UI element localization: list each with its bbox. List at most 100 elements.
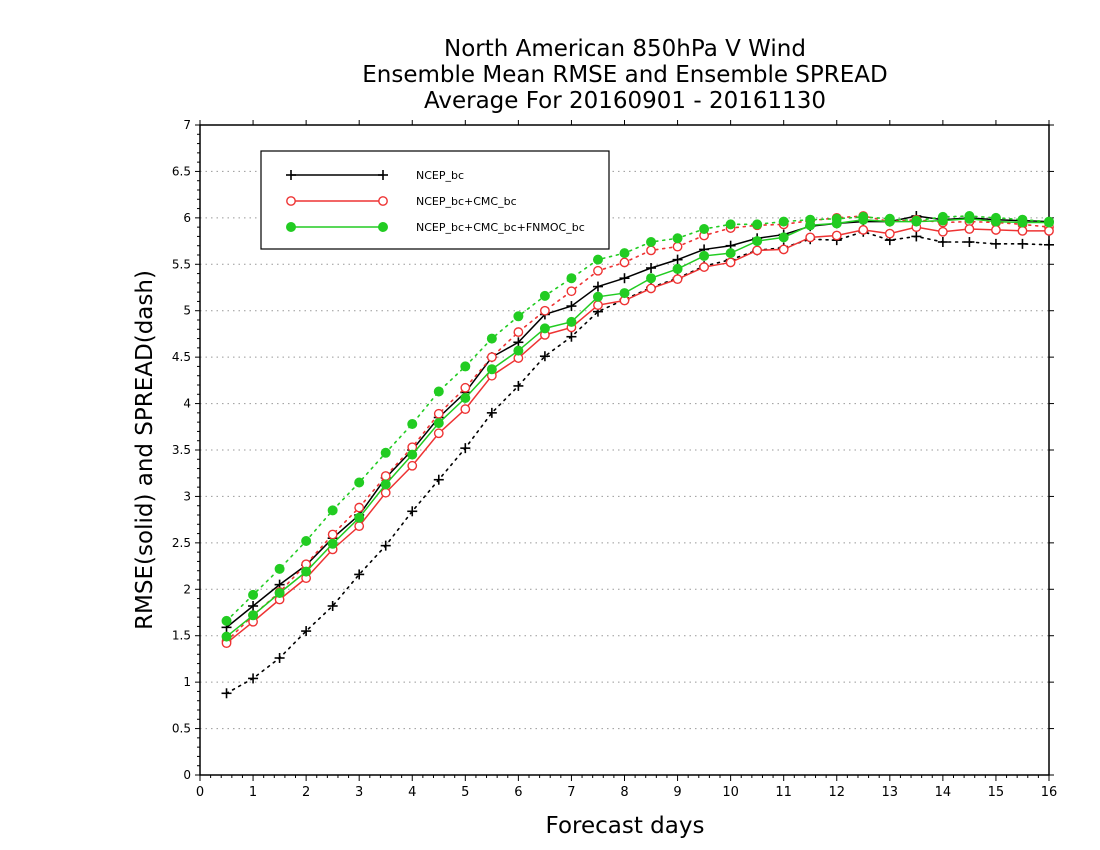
filled-circle-marker xyxy=(327,538,338,549)
filled-circle-marker xyxy=(274,563,285,574)
open-circle-marker xyxy=(486,352,497,363)
y-tick-label: 2 xyxy=(183,582,191,596)
filled-circle-marker xyxy=(327,505,338,516)
filled-circle-marker xyxy=(672,263,683,274)
y-tick-label: 2.5 xyxy=(172,536,191,550)
open-circle-marker xyxy=(380,487,391,498)
plus-marker xyxy=(672,254,683,265)
x-tick-label: 9 xyxy=(673,785,681,800)
legend-label: NCEP_bc+CMC_bc+FNMOC_bc xyxy=(416,221,585,234)
series-1 xyxy=(221,211,1054,649)
filled-circle-marker xyxy=(778,232,789,243)
filled-circle-marker xyxy=(937,215,948,226)
legend: NCEP_bc NCEP_bc+CMC_bc NCEP_bc+CMC_bc+FNMO… xyxy=(260,150,610,250)
open-circle-marker xyxy=(407,460,418,471)
open-circle-marker xyxy=(884,228,895,239)
filled-circle-marker xyxy=(592,291,603,302)
filled-circle-marker xyxy=(884,216,895,227)
y-tick-label: 4 xyxy=(183,397,191,411)
filled-circle-marker xyxy=(286,222,296,232)
filled-circle-marker xyxy=(699,224,710,234)
filled-circle-marker xyxy=(354,477,365,488)
open-circle-marker xyxy=(566,286,577,297)
x-tick-label: 0 xyxy=(196,785,204,800)
open-circle-marker xyxy=(672,241,683,252)
open-circle-marker xyxy=(286,196,296,206)
plus-marker xyxy=(486,407,497,418)
plus-marker xyxy=(380,540,391,551)
open-circle-marker xyxy=(593,265,603,276)
filled-circle-marker xyxy=(778,216,789,227)
filled-circle-marker xyxy=(378,222,388,232)
x-tick-label: 3 xyxy=(355,785,363,800)
x-axis-label: Forecast days xyxy=(546,813,705,839)
plus-marker xyxy=(378,170,388,180)
rmse-line xyxy=(226,226,1049,644)
x-tick-label: 13 xyxy=(882,785,899,800)
legend-label: NCEP_bc xyxy=(416,169,464,182)
filled-circle-marker xyxy=(1017,217,1028,228)
x-tick-label: 6 xyxy=(514,785,522,800)
plus-marker xyxy=(566,331,577,342)
filled-circle-marker xyxy=(221,631,232,642)
plus-marker xyxy=(407,506,418,517)
legend-entry-2: NCEP_bc+CMC_bc+FNMOC_bc xyxy=(286,221,585,234)
open-circle-marker xyxy=(513,327,524,337)
open-circle-marker xyxy=(725,257,736,268)
open-circle-marker xyxy=(354,521,365,532)
plus-marker xyxy=(539,351,550,362)
filled-circle-marker xyxy=(672,233,683,244)
y-tick-label: 7 xyxy=(183,118,191,132)
x-tick-label: 15 xyxy=(988,785,1005,800)
filled-circle-marker xyxy=(539,323,550,334)
filled-circle-marker xyxy=(513,345,524,356)
plus-marker xyxy=(354,569,365,580)
plus-marker xyxy=(1044,239,1054,250)
filled-circle-marker xyxy=(911,216,922,227)
filled-circle-marker xyxy=(380,479,391,490)
series-2 xyxy=(221,211,1054,642)
plus-marker xyxy=(1017,238,1028,249)
filled-circle-marker xyxy=(725,248,736,259)
open-circle-marker xyxy=(327,529,338,540)
filled-circle-marker xyxy=(486,364,497,375)
filled-circle-marker xyxy=(539,290,550,301)
open-circle-marker xyxy=(433,408,444,419)
open-circle-marker xyxy=(991,225,1001,235)
filled-circle-marker xyxy=(592,254,603,265)
legend-entry-0: NCEP_bc xyxy=(286,169,464,182)
filled-circle-marker xyxy=(858,214,869,225)
filled-circle-marker xyxy=(752,219,763,230)
plus-marker xyxy=(964,237,975,247)
filled-circle-marker xyxy=(964,213,975,224)
y-tick-label: 1 xyxy=(183,675,191,689)
open-circle-marker xyxy=(378,196,388,206)
filled-circle-marker xyxy=(354,512,365,523)
open-circle-marker xyxy=(354,502,365,513)
filled-circle-marker xyxy=(301,566,312,577)
filled-circle-marker xyxy=(301,536,312,546)
plus-marker xyxy=(248,673,259,684)
open-circle-marker xyxy=(646,245,656,256)
rmse-line xyxy=(226,218,1049,638)
filled-circle-marker xyxy=(619,288,630,299)
y-tick-label: 1.5 xyxy=(172,629,191,643)
open-circle-marker xyxy=(805,232,816,243)
filled-circle-marker xyxy=(566,316,577,327)
filled-circle-marker xyxy=(433,418,444,429)
filled-circle-marker xyxy=(274,588,285,598)
x-tick-label: 4 xyxy=(408,785,416,800)
plus-marker xyxy=(460,443,471,454)
open-circle-marker xyxy=(646,283,656,294)
open-circle-marker xyxy=(831,230,842,241)
open-circle-marker xyxy=(752,245,763,256)
plus-marker xyxy=(566,301,577,312)
filled-circle-marker xyxy=(831,218,842,229)
y-tick-label: 0 xyxy=(183,768,191,782)
y-tick-label: 0.5 xyxy=(172,722,191,736)
filled-circle-marker xyxy=(433,386,444,397)
plus-marker xyxy=(911,231,922,242)
x-tick-label: 16 xyxy=(1041,785,1058,800)
y-tick-label: 5 xyxy=(183,304,191,318)
filled-circle-marker xyxy=(380,447,391,458)
